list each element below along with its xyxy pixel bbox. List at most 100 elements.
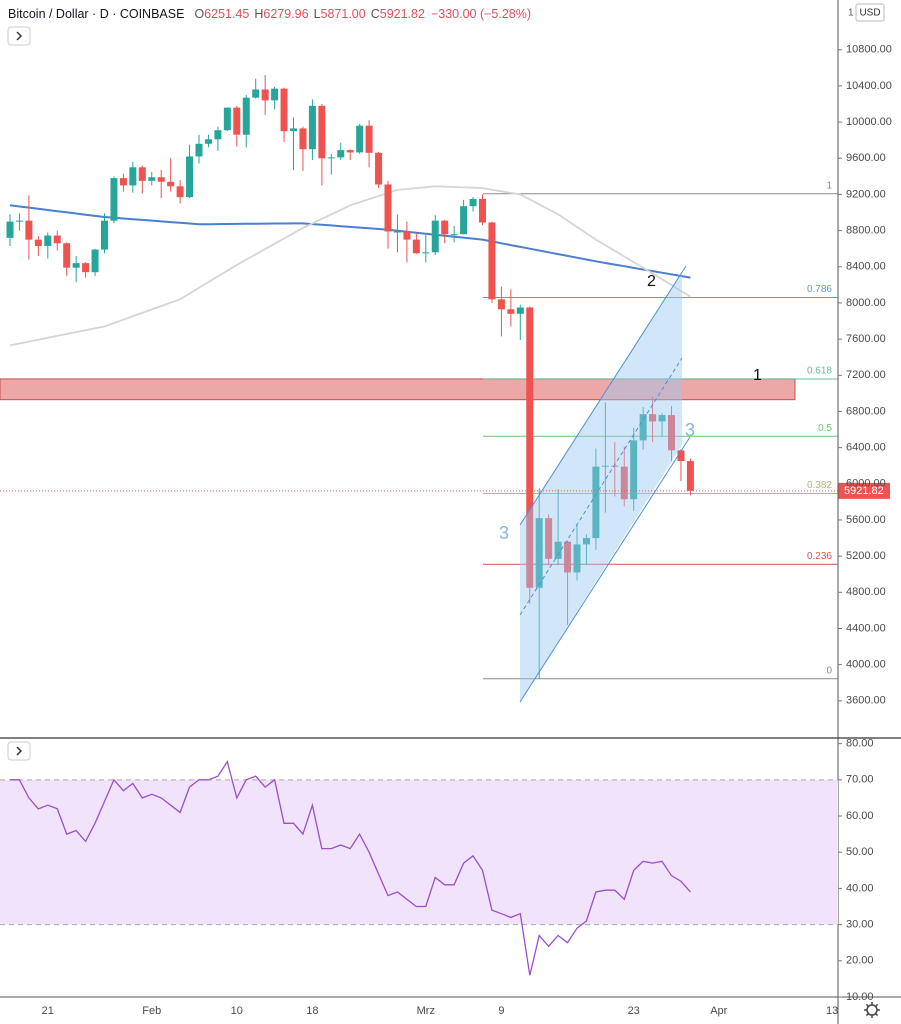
fib-label: 1 [826,180,832,191]
candle-body [195,143,203,157]
currency[interactable]: USD [859,8,880,19]
rsi-band [0,779,838,925]
candle-body [545,518,553,559]
channel-fill [520,272,682,702]
x-tick-label: 21 [42,1005,54,1017]
moving-average [9,204,691,279]
candle-body [592,466,600,539]
y-tick-label: 50.00 [846,846,874,858]
candle-body [82,263,90,273]
ohlc: O 6251.45 H 6279.96 L 5871.00 C 5921.82 [194,7,425,21]
candle-body [15,220,23,222]
candle-body [214,130,222,140]
candle-body [176,186,184,198]
y-tick-label: 8800.00 [846,225,886,237]
candle-body [469,198,477,207]
candle-body [337,150,345,158]
candle-body [658,415,666,422]
ohlc-value: 5871.00 [320,7,366,21]
y-tick-label: 70.00 [846,774,874,786]
moving-average [9,185,691,347]
candle-body [290,128,297,132]
candle-body [233,107,241,135]
candle-body [450,234,458,236]
candle-body [677,450,685,462]
candle-body [686,461,694,491]
fib-label: 0.5 [818,423,832,434]
candle-body [6,221,14,238]
candle-body [507,309,515,314]
candle-body [516,307,524,314]
y-tick-label: 6000.00 [846,478,886,490]
channel-upper [519,265,687,526]
ohlc-value: 6251.45 [204,7,250,21]
candle-body [110,178,118,221]
candle-body [601,465,609,467]
candle-body [365,125,373,153]
expand-button[interactable] [7,26,31,46]
candle-body [488,222,496,300]
candle-body [526,307,534,588]
candle-body [63,243,71,268]
settings-icon[interactable] [864,1002,880,1018]
candle-body [564,541,572,573]
symbol: Bitcoin / Dollar · D · COINBASE [8,7,185,21]
y-tick-label: 7200.00 [846,369,886,381]
chevron-icon [16,31,23,41]
last-price-label: 5921.82 [844,485,884,497]
candle-body [242,97,250,135]
y-tick-label: 60.00 [846,810,874,822]
fib-label: 0.382 [807,480,832,491]
under-layer: 1 0.786 0.618 0.5 0.382 0.236 0 [0,75,838,680]
ohlc-value: 6279.96 [263,7,309,21]
candle-body [327,157,335,159]
y-tick-label: 7600.00 [846,333,886,345]
y-tick-label: 5600.00 [846,514,886,526]
y-tick-label: 30.00 [846,919,874,931]
ohlc-item: H 6279.96 [254,7,308,21]
annotation: 2 [647,273,656,290]
candle-body [375,152,383,185]
y-tick-label: 6800.00 [846,405,886,417]
y-tick-label: 5200.00 [846,550,886,562]
fib-label: 0 [826,665,832,676]
x-tick-label: 10 [231,1005,243,1017]
x-tick-label: 18 [306,1005,318,1017]
candle-body [479,198,486,223]
over-layer: 5921.82 [0,482,890,499]
last-price-tag [838,482,890,499]
y-tick-label: 10800.00 [846,44,892,56]
ohlc-label: H [254,7,264,21]
currency-box[interactable] [855,3,885,22]
x-tick-label: Feb [142,1005,161,1017]
y-tick-label: 4400.00 [846,622,886,634]
fib-label: 0.786 [807,284,832,295]
y-tick-label: 9600.00 [846,152,886,164]
candle-body [186,156,194,198]
y-tick-label: 3600.00 [846,695,886,707]
candle-body [412,239,420,254]
candle-body [138,167,146,181]
candle-body [393,231,401,233]
annotation: 3 [685,420,695,440]
scale-badge: 1 [848,8,854,19]
ohlc-item: C 5921.82 [371,7,425,21]
candle-body [204,139,212,144]
x-tick-label: 13 [826,1005,838,1017]
candle-body [72,263,80,268]
x-tick-label: Mrz [417,1005,435,1017]
x-tick-label: 23 [628,1005,640,1017]
candle-body [308,105,316,150]
change: −330.00 (−5.28%) [430,7,532,21]
y-tick-label: 10400.00 [846,80,892,92]
candle-body [535,518,543,588]
expand-button[interactable] [7,741,31,761]
candle-body [280,88,288,132]
fib-label: 0.618 [807,366,832,377]
y-tick-label: 6400.00 [846,442,886,454]
ohlc-item: O 6251.45 [194,7,249,21]
candle-body [167,181,175,187]
candle-body [157,177,165,182]
candle-body [148,177,156,181]
candle-body [422,252,430,254]
